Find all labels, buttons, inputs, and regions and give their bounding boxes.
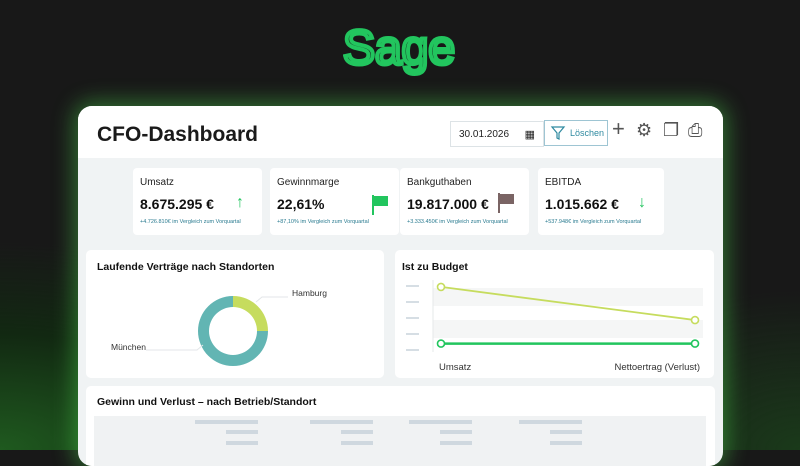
donut-chart bbox=[146, 296, 288, 366]
chart-title: Ist zu Budget bbox=[402, 261, 468, 273]
kpi-card-bankguthaben[interactable]: Bankguthaben 19.817.000 € +3.333.450€ im… bbox=[400, 168, 529, 235]
page-title: CFO-Dashboard bbox=[97, 123, 259, 146]
profit-loss-card: Gewinn und Verlust – nach Betrieb/Stando… bbox=[86, 386, 715, 466]
chart-title: Laufende Verträge nach Standorten bbox=[97, 261, 275, 273]
kpi-value: 19.817.000 € bbox=[407, 196, 489, 212]
data-point bbox=[436, 282, 446, 292]
kpi-label: EBITDA bbox=[545, 177, 582, 188]
data-point bbox=[690, 315, 700, 325]
kpi-card-gewinnmarge[interactable]: Gewinnmarge 22,61% +87,10% im Vergleich … bbox=[270, 168, 399, 235]
copy-icon[interactable]: ❐ bbox=[663, 120, 680, 140]
contracts-by-location-card: Laufende Verträge nach Standorten Hambur… bbox=[86, 250, 384, 378]
donut-slice-hamburg bbox=[233, 296, 268, 331]
gear-icon[interactable]: ⚙ bbox=[636, 120, 653, 140]
kpi-card-ebitda[interactable]: EBITDA 1.015.662 € +537.948€ im Vergleic… bbox=[538, 168, 664, 235]
clear-filter-button[interactable]: Löschen bbox=[544, 120, 608, 146]
kpi-value: 1.015.662 € bbox=[545, 196, 619, 212]
flag-icon bbox=[498, 193, 514, 213]
filter-icon bbox=[550, 126, 566, 140]
kpi-comparison: +87,10% im Vergleich zum Vorquartal bbox=[277, 219, 369, 225]
kpi-comparison: +3.333.450€ im Vergleich zum Vorquartal bbox=[407, 219, 508, 225]
donut-slice-münchen bbox=[198, 296, 268, 366]
legend-hamburg: Hamburg bbox=[292, 288, 327, 298]
kpi-label: Gewinnmarge bbox=[277, 177, 340, 188]
table-title: Gewinn und Verlust – nach Betrieb/Stando… bbox=[97, 396, 317, 408]
print-icon[interactable]: ⎙ bbox=[688, 120, 703, 140]
clear-label: Löschen bbox=[570, 128, 605, 138]
data-point bbox=[436, 339, 446, 348]
line-chart bbox=[406, 280, 703, 352]
table-placeholder bbox=[94, 416, 706, 466]
date-value: 30.01.2026 bbox=[459, 129, 510, 140]
kpi-label: Bankguthaben bbox=[407, 177, 472, 188]
kpi-value: 8.675.295 € bbox=[140, 196, 214, 212]
leader-line bbox=[255, 296, 288, 303]
x-tick-nettoertrag: Nettoertrag (Verlust) bbox=[614, 362, 700, 373]
calendar-icon: ▦ bbox=[524, 129, 535, 141]
sage-logo: Sage bbox=[343, 22, 455, 77]
kpi-label: Umsatz bbox=[140, 177, 174, 188]
actual-vs-budget-card: Ist zu Budget Umsatz Nettoertrag (Verlus… bbox=[395, 250, 714, 378]
kpi-comparison: +4.726.810€ im Vergleich zum Vorquartal bbox=[140, 219, 241, 225]
leader-line bbox=[146, 344, 204, 351]
svg-text:Sage: Sage bbox=[343, 22, 455, 75]
arrow-down-icon: ↓ bbox=[638, 194, 646, 211]
kpi-comparison: +537.948€ im Vergleich zum Vorquartal bbox=[545, 219, 642, 225]
kpi-value: 22,61% bbox=[277, 196, 325, 212]
x-tick-umsatz: Umsatz bbox=[439, 362, 472, 373]
header: CFO-Dashboard 30.01.2026 ▦ Löschen + ⚙ ❐ … bbox=[78, 106, 723, 158]
kpi-card-umsatz[interactable]: Umsatz 8.675.295 € +4.726.810€ im Vergle… bbox=[133, 168, 262, 235]
legend-muenchen: München bbox=[111, 342, 146, 352]
flag-icon bbox=[372, 195, 388, 215]
data-point bbox=[690, 339, 700, 348]
series-line-budget bbox=[440, 286, 696, 321]
dashboard-window: CFO-Dashboard 30.01.2026 ▦ Löschen + ⚙ ❐ … bbox=[78, 106, 723, 466]
arrow-up-icon: ↑ bbox=[236, 194, 244, 211]
date-picker[interactable]: 30.01.2026 ▦ bbox=[450, 121, 544, 147]
plus-icon[interactable]: + bbox=[612, 116, 625, 141]
